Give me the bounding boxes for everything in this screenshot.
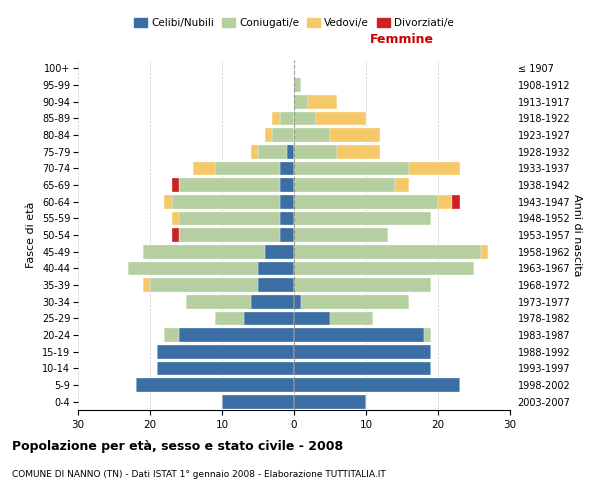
Bar <box>157 362 294 375</box>
Bar <box>251 295 294 308</box>
Bar <box>294 145 337 158</box>
Bar <box>294 328 424 342</box>
Bar <box>294 162 409 175</box>
Bar <box>330 128 380 142</box>
Bar <box>294 245 481 258</box>
Bar <box>330 312 373 325</box>
Bar <box>294 395 366 408</box>
Bar <box>294 95 308 108</box>
Bar <box>452 195 460 208</box>
Bar <box>143 278 150 292</box>
Bar <box>179 328 294 342</box>
Bar <box>172 178 179 192</box>
Bar <box>150 278 258 292</box>
Bar <box>244 312 294 325</box>
Bar <box>265 128 272 142</box>
Bar <box>251 145 258 158</box>
Bar <box>280 212 294 225</box>
Bar <box>172 195 280 208</box>
Text: COMUNE DI NANNO (TN) - Dati ISTAT 1° gennaio 2008 - Elaborazione TUTTITALIA.IT: COMUNE DI NANNO (TN) - Dati ISTAT 1° gen… <box>12 470 386 479</box>
Bar <box>294 228 388 242</box>
Bar <box>186 295 251 308</box>
Bar <box>222 395 294 408</box>
Bar <box>164 328 179 342</box>
Bar <box>294 262 474 275</box>
Bar <box>215 162 280 175</box>
Y-axis label: Anni di nascita: Anni di nascita <box>572 194 581 276</box>
Bar <box>337 145 380 158</box>
Bar <box>258 278 294 292</box>
Bar <box>164 195 172 208</box>
Bar <box>294 212 431 225</box>
Bar <box>294 128 330 142</box>
Bar <box>294 312 330 325</box>
Bar <box>395 178 409 192</box>
Y-axis label: Fasce di età: Fasce di età <box>26 202 37 268</box>
Bar <box>136 378 294 392</box>
Bar <box>193 162 215 175</box>
Bar <box>424 328 431 342</box>
Bar <box>409 162 460 175</box>
Bar <box>294 112 316 125</box>
Bar <box>272 128 294 142</box>
Bar <box>143 245 265 258</box>
Bar <box>280 162 294 175</box>
Bar <box>272 112 280 125</box>
Bar <box>301 295 409 308</box>
Bar <box>172 212 179 225</box>
Bar <box>308 95 337 108</box>
Text: Popolazione per età, sesso e stato civile - 2008: Popolazione per età, sesso e stato civil… <box>12 440 343 453</box>
Bar <box>265 245 294 258</box>
Bar <box>179 178 280 192</box>
Bar <box>280 228 294 242</box>
Bar <box>294 362 431 375</box>
Bar <box>294 378 460 392</box>
Bar <box>294 195 438 208</box>
Bar <box>438 195 452 208</box>
Bar <box>481 245 488 258</box>
Bar <box>128 262 258 275</box>
Bar <box>294 78 301 92</box>
Bar <box>172 228 179 242</box>
Bar <box>157 345 294 358</box>
Bar <box>280 178 294 192</box>
Bar <box>294 278 431 292</box>
Bar <box>280 195 294 208</box>
Bar <box>179 228 280 242</box>
Bar <box>287 145 294 158</box>
Bar <box>294 178 395 192</box>
Bar <box>316 112 366 125</box>
Bar <box>280 112 294 125</box>
Bar <box>294 345 431 358</box>
Bar <box>258 262 294 275</box>
Bar <box>179 212 280 225</box>
Bar <box>258 145 287 158</box>
Bar <box>294 295 301 308</box>
Text: Femmine: Femmine <box>370 33 434 46</box>
Legend: Celibi/Nubili, Coniugati/e, Vedovi/e, Divorziati/e: Celibi/Nubili, Coniugati/e, Vedovi/e, Di… <box>133 16 455 30</box>
Bar <box>215 312 244 325</box>
